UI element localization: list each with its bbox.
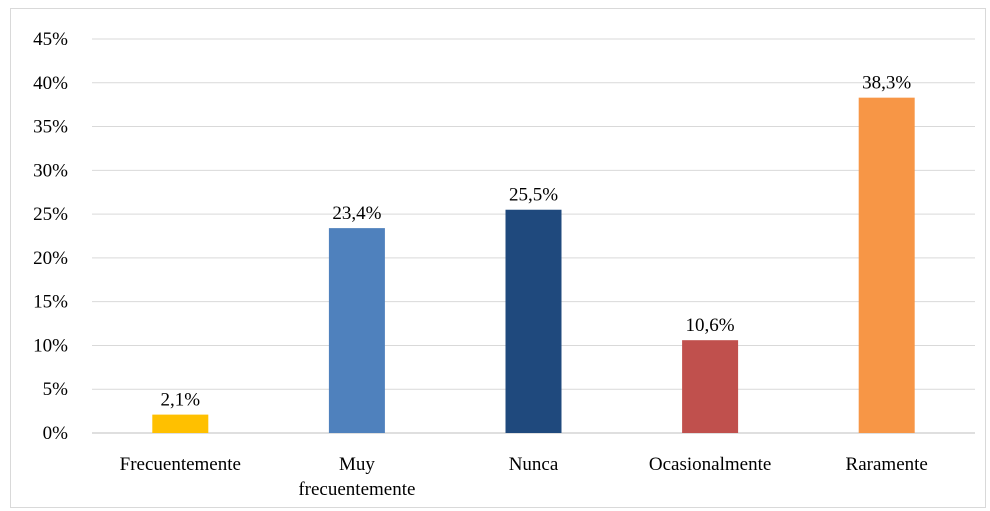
x-tick-label: Muy frecuentemente xyxy=(298,454,415,500)
bar xyxy=(858,97,915,433)
bar xyxy=(682,340,739,433)
bar xyxy=(152,414,209,433)
y-tick-label: 20% xyxy=(33,248,68,269)
x-tick-label-line: Muy xyxy=(339,454,375,475)
x-tick-label-line: Ocasionalmente xyxy=(649,454,771,475)
data-label: 38,3% xyxy=(862,73,911,94)
data-label: 25,5% xyxy=(509,185,558,206)
x-tick-label-line: Raramente xyxy=(846,454,928,475)
y-tick-label: 5% xyxy=(43,379,69,400)
y-tick-label: 30% xyxy=(33,160,68,181)
y-tick-label: 45% xyxy=(33,29,68,50)
x-tick-label: Nunca xyxy=(509,454,559,475)
x-tick-label-line: frecuentemente xyxy=(298,479,415,500)
x-tick-label: Ocasionalmente xyxy=(649,454,771,475)
data-label: 2,1% xyxy=(161,390,201,411)
data-label: 10,6% xyxy=(686,315,735,336)
x-tick-label: Raramente xyxy=(846,454,928,475)
y-tick-label: 15% xyxy=(33,292,68,313)
y-tick-label: 0% xyxy=(43,423,69,444)
data-label: 23,4% xyxy=(332,203,381,224)
bar xyxy=(328,228,385,433)
x-axis-ticks: Frecuentemente Muy frecuentemente Nunca Ocas… xyxy=(120,454,928,500)
y-tick-label: 35% xyxy=(33,117,68,138)
y-tick-label: 40% xyxy=(33,73,68,94)
x-tick-label: Frecuentemente xyxy=(120,454,241,475)
y-axis-ticks: 0% 5% 10% 15% 20% 25% 30% 35% 40% 45% xyxy=(33,29,68,444)
y-tick-label: 10% xyxy=(33,335,68,356)
bar xyxy=(505,209,562,433)
data-labels: 2,1% 23,4% 25,5% 10,6% 38,3% xyxy=(161,73,912,411)
x-tick-label-line: Nunca xyxy=(509,454,559,475)
bars xyxy=(152,97,915,433)
y-tick-label: 25% xyxy=(33,204,68,225)
x-tick-label-line: Frecuentemente xyxy=(120,454,241,475)
